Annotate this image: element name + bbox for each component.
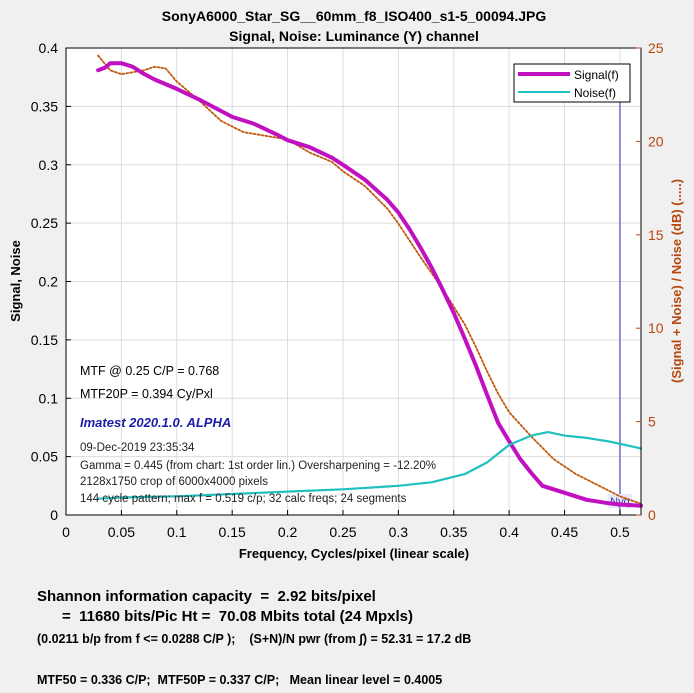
y-tick-label: 0.05: [31, 449, 58, 465]
x-tick-label: 0.5: [610, 524, 630, 540]
x-tick-label: 0.35: [440, 524, 467, 540]
annotation-pattern: 144 cycle pattern; max f = 0.519 c/p; 32…: [80, 493, 407, 505]
x-tick-label: 0.4: [499, 524, 519, 540]
y2-tick-label: 0: [648, 507, 656, 523]
y-axis-label: Signal, Noise: [8, 240, 23, 322]
footer-shannon-capacity: Shannon information capacity = 2.92 bits…: [37, 588, 376, 605]
x-tick-label: 0.2: [278, 524, 298, 540]
x-tick-label: 0.45: [551, 524, 578, 540]
y2-tick-label: 20: [648, 133, 664, 149]
footer-snr-power: (0.0211 b/p from f <= 0.0288 C/P ); (S+N…: [37, 632, 472, 646]
x-tick-label: 0.05: [108, 524, 135, 540]
x-tick-label: 0.3: [389, 524, 409, 540]
y-tick-label: 0.2: [39, 274, 59, 290]
x-tick-label: 0.1: [167, 524, 187, 540]
x-axis-label: Frequency, Cycles/pixel (linear scale): [239, 546, 469, 561]
annotation-mtf20p: MTF20P = 0.394 Cy/Pxl: [80, 387, 213, 401]
annotation-version: Imatest 2020.1.0. ALPHA: [80, 415, 231, 430]
y2-tick-label: 10: [648, 320, 664, 336]
chart-title: SonyA6000_Star_SG__60mm_f8_ISO400_s1-5_0…: [162, 8, 547, 24]
annotation-mtf: MTF @ 0.25 C/P = 0.768: [80, 364, 219, 378]
annotation-gamma: Gamma = 0.445 (from chart: 1st order lin…: [80, 460, 436, 472]
annotation-crop: 2128x1750 crop of 6000x4000 pixels: [80, 476, 268, 488]
annotation-date: 09-Dec-2019 23:35:34: [80, 442, 195, 454]
series-snr-line: [97, 54, 642, 505]
series-noise-line: [96, 431, 643, 500]
y-tick-label: 0.1: [39, 390, 59, 406]
axis-ticks: 0 0.05 0.1 0.15 0.2 0.25 0.3 0.35 0.4 0.45 0.500.0…: [31, 40, 664, 540]
y2-tick-label: 25: [648, 40, 664, 56]
signal-noise-chart: SonyA6000_Star_SG__60mm_f8_ISO400_s1-5_0…: [8, 8, 684, 561]
x-tick-label: 0.15: [219, 524, 246, 540]
y2-tick-label: 15: [648, 227, 664, 243]
legend: Signal(f) Noise(f): [513, 63, 631, 103]
footer-bits-total: = 11680 bits/Pic Ht = 70.08 Mbits total …: [37, 608, 413, 625]
series-signal-line: [96, 61, 643, 508]
y-tick-label: 0.25: [31, 215, 58, 231]
chart-subtitle: Signal, Noise: Luminance (Y) channel: [229, 28, 479, 44]
legend-box: [513, 63, 631, 103]
x-tick-label: 0: [62, 524, 70, 540]
y-tick-label: 0.35: [31, 98, 58, 114]
y2-axis-label: (Signal + Noise) / Noise (dB) (.....): [669, 179, 684, 383]
y-tick-label: 0.3: [39, 157, 59, 173]
footer-mtf50: MTF50 = 0.336 C/P; MTF50P = 0.337 C/P; M…: [37, 673, 443, 687]
series-layer: Nyq: [96, 54, 643, 515]
y-tick-label: 0.4: [39, 40, 59, 56]
legend-noise-label: Noise(f): [574, 86, 616, 100]
legend-signal-label: Signal(f): [574, 68, 619, 82]
y-tick-label: 0: [50, 507, 58, 523]
y-tick-label: 0.15: [31, 332, 58, 348]
y2-tick-label: 5: [648, 414, 656, 430]
x-tick-label: 0.25: [329, 524, 356, 540]
